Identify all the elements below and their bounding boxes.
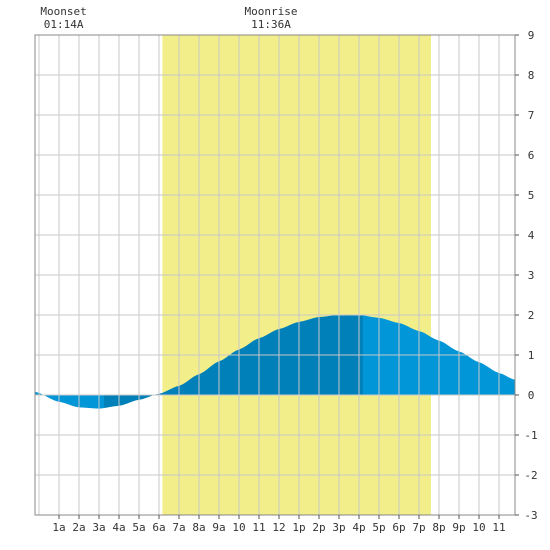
- x-tick-label: 11: [492, 521, 505, 534]
- x-tick-label: 2a: [72, 521, 85, 534]
- y-tick-label: 5: [528, 189, 535, 202]
- x-tick-label: 4a: [112, 521, 125, 534]
- grid-layer: [35, 34, 515, 516]
- x-tick-label: 7a: [172, 521, 185, 534]
- x-tick-label: 5a: [132, 521, 145, 534]
- x-tick-label: 3p: [332, 521, 345, 534]
- x-tick-label: 1p: [292, 521, 305, 534]
- x-tick-label: 10: [232, 521, 245, 534]
- y-tick-label: 7: [528, 109, 535, 122]
- y-tick-label: 0: [528, 389, 535, 402]
- x-tick-label: 8p: [432, 521, 445, 534]
- y-tick-label: 4: [528, 229, 535, 242]
- y-tick-label: 9: [528, 29, 535, 42]
- x-tick-label: 9p: [452, 521, 465, 534]
- x-tick-label: 6p: [392, 521, 405, 534]
- y-tick-label: -3: [524, 509, 537, 522]
- y-tick-label: 2: [528, 309, 535, 322]
- y-tick-label: 3: [528, 269, 535, 282]
- x-tick-label: 3a: [92, 521, 105, 534]
- x-tick-label: 9a: [212, 521, 225, 534]
- x-tick-label: 7p: [412, 521, 425, 534]
- x-tick-label: 11: [252, 521, 265, 534]
- x-tick-label: 1a: [52, 521, 65, 534]
- moon-event-label: Moonset: [40, 5, 86, 18]
- x-tick-label: 10: [472, 521, 485, 534]
- tide-area-segment-1: [35, 391, 104, 409]
- y-tick-label: -2: [524, 469, 537, 482]
- moon-event-label: Moonrise: [245, 5, 298, 18]
- y-tick-label: 6: [528, 149, 535, 162]
- x-tick-label: 2p: [312, 521, 325, 534]
- y-tick-label: -1: [524, 429, 537, 442]
- x-tick-label: 5p: [372, 521, 385, 534]
- x-tick-label: 4p: [352, 521, 365, 534]
- x-tick-label: 8a: [192, 521, 205, 534]
- y-tick-label: 1: [528, 349, 535, 362]
- x-tick-label: 6a: [152, 521, 165, 534]
- y-tick-label: 8: [528, 69, 535, 82]
- moon-event-time: 11:36A: [251, 18, 291, 31]
- moon-event-time: 01:14A: [44, 18, 84, 31]
- x-tick-label: 12: [272, 521, 285, 534]
